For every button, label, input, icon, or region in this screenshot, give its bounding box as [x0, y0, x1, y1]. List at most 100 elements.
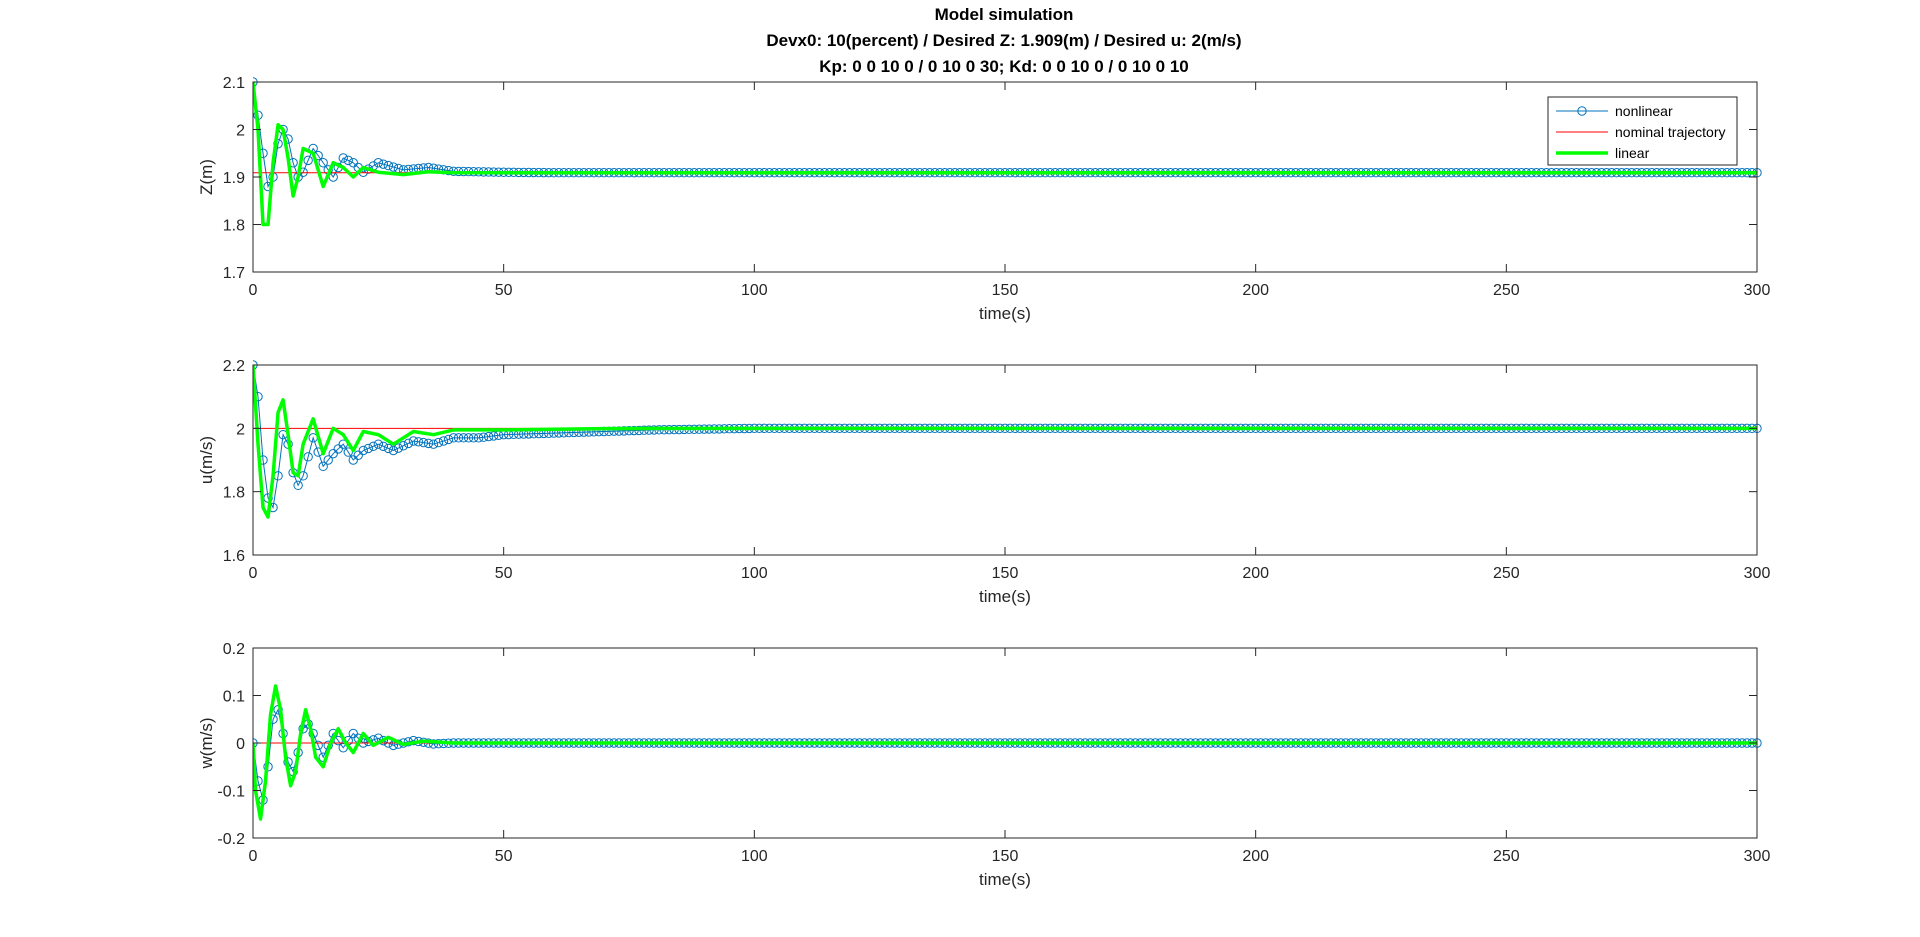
series-group — [253, 77, 1762, 227]
nonlinear-marker — [348, 455, 358, 465]
x-tick-label: 0 — [249, 565, 258, 582]
nonlinear-marker — [488, 431, 499, 441]
nonlinear-marker — [333, 735, 343, 746]
x-axis-label: time(s) — [979, 870, 1031, 889]
x-tick-label: 200 — [1242, 565, 1269, 582]
nonlinear-marker — [368, 441, 379, 451]
series-nonlinear-line — [253, 364, 1757, 510]
nonlinear-marker — [463, 433, 474, 443]
subplot-1: 0 50 100 150 200 250 300 1.7 1.8 1.9 2 2.1 time(s) Z(… — [197, 75, 1770, 323]
nonlinear-marker — [348, 728, 358, 739]
nonlinear-marker — [393, 443, 404, 453]
nonlinear-marker — [318, 461, 328, 472]
nonlinear-marker — [453, 433, 464, 443]
series-linear — [253, 684, 1757, 821]
legend-swatch-marker — [1577, 106, 1587, 116]
legend-label: linear — [1615, 145, 1650, 161]
y-tick-label: 1.9 — [223, 170, 245, 187]
nonlinear-marker — [639, 425, 649, 435]
nonlinear-marker — [373, 158, 384, 168]
y-tick-label: 1.8 — [223, 218, 245, 235]
nonlinear-marker — [343, 155, 353, 166]
nonlinear-marker — [293, 480, 303, 491]
nonlinear-marker — [343, 447, 353, 457]
x-tick-label: 50 — [495, 565, 513, 582]
nonlinear-marker — [483, 431, 494, 442]
nonlinear-marker — [408, 436, 419, 446]
x-tick-label: 0 — [249, 282, 258, 299]
y-tick-label: 2.1 — [223, 75, 245, 92]
nonlinear-marker — [413, 437, 424, 447]
y-tick-label: 0.2 — [223, 641, 245, 658]
nonlinear-marker — [378, 441, 389, 451]
x-tick-label: 250 — [1493, 848, 1520, 865]
x-tick-label: 100 — [741, 848, 768, 865]
y-axis-label: w(m/s) — [197, 718, 216, 770]
x-tick-label: 0 — [249, 848, 258, 865]
x-tick-label: 50 — [495, 848, 513, 865]
nonlinear-marker — [383, 160, 394, 171]
x-tick-label: 200 — [1242, 282, 1269, 299]
y-tick-label: 1.7 — [223, 265, 245, 282]
nonlinear-marker — [388, 162, 399, 172]
x-tick-label: 100 — [741, 282, 768, 299]
nonlinear-marker — [358, 445, 368, 456]
y-axis-label: u(m/s) — [197, 436, 216, 484]
nonlinear-marker — [323, 455, 333, 465]
legend-label: nominal trajectory — [1615, 124, 1726, 140]
nonlinear-marker — [433, 437, 444, 448]
nonlinear-marker — [333, 444, 343, 454]
nonlinear-marker — [473, 433, 484, 443]
subplot-2: 0 50 100 150 200 250 300 1.6 1.8 2 2.2 time(s) u(m/s… — [197, 358, 1770, 606]
y-tick-label: 0 — [236, 736, 245, 753]
y-tick-label: -0.2 — [217, 831, 245, 848]
x-tick-label: 150 — [992, 282, 1019, 299]
x-tick-label: 150 — [992, 565, 1019, 582]
nonlinear-marker — [398, 441, 409, 451]
nonlinear-marker — [443, 165, 454, 176]
nonlinear-marker — [303, 155, 313, 166]
x-tick-label: 250 — [1493, 565, 1520, 582]
nonlinear-marker — [373, 439, 384, 449]
nonlinear-marker — [468, 433, 479, 443]
series-group — [253, 360, 1762, 519]
nonlinear-marker — [443, 434, 454, 445]
nonlinear-marker — [328, 448, 338, 459]
figure-subtitle-deviation: Devx0: 10(percent) / Desired Z: 1.909(m)… — [766, 31, 1241, 50]
x-tick-label: 100 — [741, 565, 768, 582]
legend-label: nonlinear — [1615, 103, 1673, 119]
nonlinear-marker — [348, 158, 358, 168]
nonlinear-marker — [619, 426, 629, 436]
x-tick-label: 250 — [1493, 282, 1520, 299]
figure-title: Model simulation — [935, 5, 1074, 24]
nonlinear-marker — [448, 433, 459, 443]
nonlinear-marker — [303, 452, 313, 462]
x-tick-label: 50 — [495, 282, 513, 299]
nonlinear-marker — [403, 438, 414, 449]
series-linear — [253, 364, 1757, 519]
x-tick-label: 300 — [1744, 565, 1771, 582]
nonlinear-marker — [478, 432, 489, 442]
figure-subtitle-gains: Kp: 0 0 10 0 / 0 10 0 30; Kd: 0 0 10 0 /… — [819, 57, 1189, 76]
x-tick-label: 300 — [1744, 282, 1771, 299]
plot-area — [253, 365, 1757, 555]
axes-layer: 0 50 100 150 200 250 300 1.7 1.8 1.9 2 2.1 time(s) Z(… — [197, 75, 1770, 889]
y-axis-label: Z(m) — [197, 159, 216, 195]
x-tick-label: 150 — [992, 848, 1019, 865]
nonlinear-marker — [383, 443, 394, 454]
nonlinear-marker — [378, 159, 389, 169]
nonlinear-marker — [363, 443, 374, 454]
y-tick-label: 1.8 — [223, 485, 245, 502]
nonlinear-marker — [338, 153, 348, 163]
x-axis-label: time(s) — [979, 587, 1031, 606]
y-tick-label: 2 — [236, 123, 245, 140]
nonlinear-marker — [353, 450, 363, 460]
nonlinear-marker — [418, 437, 429, 448]
nonlinear-marker — [458, 433, 469, 443]
nonlinear-marker — [423, 438, 434, 449]
nonlinear-marker — [634, 425, 644, 436]
nonlinear-marker — [428, 439, 439, 449]
y-tick-label: 2.2 — [223, 358, 245, 375]
legend: nonlinear nominal trajectory linear — [1547, 96, 1738, 166]
